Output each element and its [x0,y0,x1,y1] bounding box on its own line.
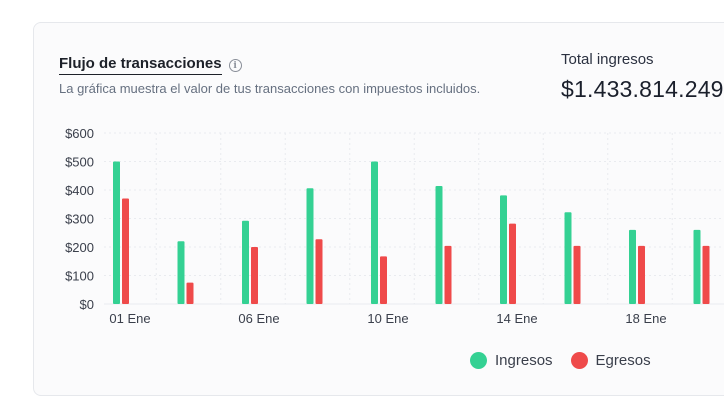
bar-ingresos [177,241,185,304]
bar-egresos [122,198,129,304]
bar-ingresos [564,212,572,304]
x-tick-label: 06 Ene [238,311,279,326]
legend-dot-egresos [570,352,588,369]
transaction-flow-card: Flujo de transacciones i La gráfica mues… [33,22,724,396]
bar-egresos [638,245,645,304]
bar-ingresos [242,220,249,304]
total-income-label: Total ingresos [561,51,654,68]
bar-egresos [315,239,323,304]
bar-ingresos [113,161,120,304]
total-income-value: $1.433.814.249 [561,76,724,102]
legend-item-egresos[interactable]: Egresos [570,352,651,369]
y-tick-label: $500 [65,155,94,170]
bar-egresos [509,223,516,304]
bar-ingresos [371,161,378,304]
bar-ingresos [500,195,507,304]
bar-egresos [702,245,710,304]
bar-egresos [380,256,387,304]
bar-egresos [186,282,194,304]
y-tick-label: $200 [65,240,94,255]
card-subtitle: La gráfica muestra el valor de tus trans… [59,81,481,96]
bar-egresos [251,247,258,304]
chart-legend: Ingresos Egresos [470,352,651,369]
title-row: Flujo de transacciones i [59,56,242,75]
x-tick-label: 14 Ene [496,311,537,326]
bar-ingresos [629,229,636,304]
y-tick-label: $0 [80,297,94,312]
legend-dot-ingresos [470,352,487,369]
y-tick-label: $400 [65,183,94,198]
card-title: Flujo de transacciones [59,56,222,75]
bar-ingresos [306,188,314,304]
bar-ingresos [435,186,443,304]
info-icon[interactable]: i [228,59,242,72]
bar-egresos [444,245,452,304]
x-tick-label: 10 Ene [367,311,408,326]
y-tick-label: $300 [65,212,94,227]
bar-egresos [573,245,581,304]
x-tick-label: 18 Ene [625,311,666,326]
legend-label-egresos: Egresos [595,352,651,369]
bar-ingresos [693,229,701,304]
y-tick-label: $600 [65,126,94,141]
x-tick-label: 01 Ene [109,311,150,326]
legend-item-ingresos[interactable]: Ingresos [470,352,553,369]
legend-label-ingresos: Ingresos [495,352,553,369]
y-tick-label: $100 [65,269,94,284]
